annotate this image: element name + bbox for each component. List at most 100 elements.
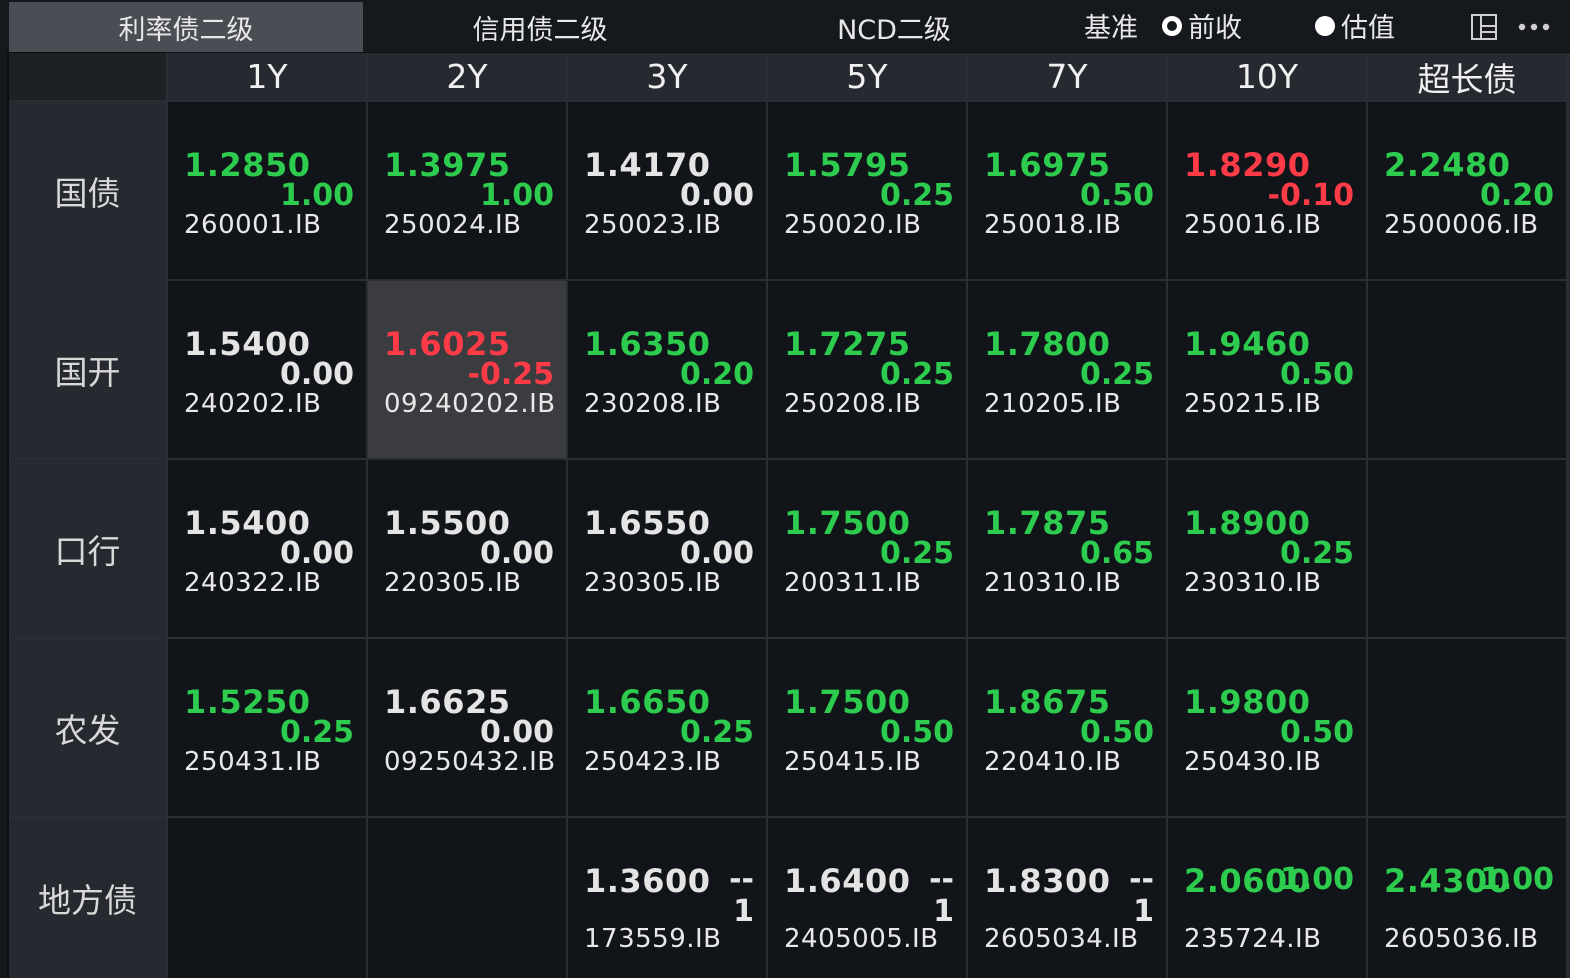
bond-code: 260001.IB — [184, 210, 322, 240]
bond-quote-cell[interactable]: 1.7275 0.25 250208.IB — [768, 281, 966, 458]
change-value: -0.10 — [1267, 178, 1354, 213]
tab-credit-bond-secondary[interactable]: 信用债二级 — [472, 14, 608, 46]
yield-value: 1.4170 — [584, 146, 711, 184]
bond-quote-cell[interactable]: 1.6975 0.50 250018.IB — [968, 102, 1166, 279]
layout-icon[interactable] — [1470, 13, 1498, 45]
yield-value: 1.6400 — [784, 862, 911, 900]
row-label: 农发 — [9, 639, 166, 816]
change-value: 1.00 — [479, 178, 554, 213]
bond-quote-cell[interactable]: 2.0600 1.00 235724.IB — [1168, 818, 1366, 978]
yield-value: 1.6975 — [984, 146, 1111, 184]
bond-quote-cell[interactable]: 1.5250 0.25 250431.IB — [168, 639, 366, 816]
change-value: 0.25 — [879, 357, 954, 392]
bond-quote-cell[interactable]: 1.6025 -0.25 09240202.IB — [368, 281, 566, 458]
empty-cell — [1368, 281, 1566, 458]
bond-quote-cell[interactable]: 1.6625 0.00 09250432.IB — [368, 639, 566, 816]
change-value: 0.50 — [879, 715, 954, 750]
change-value: 0.00 — [479, 536, 554, 571]
tab-rate-bond-secondary[interactable]: 利率债二级 — [9, 2, 363, 52]
bond-code: 250423.IB — [584, 747, 722, 777]
yield-value: 1.6650 — [584, 683, 711, 721]
bond-code: 240202.IB — [184, 389, 322, 419]
change-value: 0.25 — [1079, 357, 1154, 392]
change-value: 0.25 — [1279, 536, 1354, 571]
tab-ncd-secondary[interactable]: NCD二级 — [837, 14, 951, 46]
column-header: 2Y — [368, 53, 566, 100]
empty-cell — [1368, 460, 1566, 637]
row-label: 国债 — [9, 102, 166, 279]
row-label: 地方债 — [9, 818, 166, 978]
bond-quote-cell[interactable]: 1.7875 0.65 210310.IB — [968, 460, 1166, 637]
bond-quote-cell[interactable]: 1.5400 0.00 240322.IB — [168, 460, 366, 637]
more-icon[interactable] — [1517, 18, 1551, 37]
column-header: 超长债 — [1368, 53, 1566, 100]
change-value: 0.00 — [679, 536, 754, 571]
bond-quote-cell[interactable]: 1.6550 0.00 230305.IB — [568, 460, 766, 637]
change-value: 0.50 — [1079, 715, 1154, 750]
bond-quote-cell[interactable]: 1.3600 -- 1 173559.IB — [568, 818, 766, 978]
yield-value: 1.7800 — [984, 325, 1111, 363]
bond-quote-cell[interactable]: 1.6400 -- 1 2405005.IB — [768, 818, 966, 978]
bond-code: 235724.IB — [1184, 924, 1322, 954]
change-value: -- 1 — [729, 862, 754, 929]
bond-quote-cell[interactable]: 1.8290 -0.10 250016.IB — [1168, 102, 1366, 279]
change-value: -- 1 — [929, 862, 954, 929]
bond-code: 2605036.IB — [1384, 924, 1539, 954]
change-value: 0.20 — [1479, 178, 1554, 213]
yield-value: 1.7875 — [984, 504, 1111, 542]
change-value: -- 1 — [1129, 862, 1154, 929]
empty-cell — [168, 818, 366, 978]
bond-quote-cell[interactable]: 1.5500 0.00 220305.IB — [368, 460, 566, 637]
bond-quote-cell[interactable]: 1.4170 0.00 250023.IB — [568, 102, 766, 279]
change-value: -0.25 — [467, 357, 554, 392]
bond-code: 250018.IB — [984, 210, 1122, 240]
bond-quote-cell[interactable]: 1.5400 0.00 240202.IB — [168, 281, 366, 458]
bond-quote-cell[interactable]: 1.5795 0.25 250020.IB — [768, 102, 966, 279]
yield-value: 2.4300 — [1384, 862, 1511, 900]
radio-valuation[interactable]: 估值 — [1315, 6, 1395, 45]
change-value: 0.25 — [879, 178, 954, 213]
yield-value: 1.3600 — [584, 862, 711, 900]
yield-value: 1.5795 — [784, 146, 911, 184]
bond-code: 250208.IB — [784, 389, 922, 419]
change-value: 1.00 — [279, 178, 354, 213]
bond-quote-cell[interactable]: 2.2480 0.20 2500006.IB — [1368, 102, 1566, 279]
bond-quote-cell[interactable]: 1.8300 -- 1 2605034.IB — [968, 818, 1166, 978]
bond-quote-cell[interactable]: 1.7500 0.50 250415.IB — [768, 639, 966, 816]
bond-quote-cell[interactable]: 2.4300 1.00 2605036.IB — [1368, 818, 1566, 978]
bond-code: 250415.IB — [784, 747, 922, 777]
bond-quote-cell[interactable]: 1.8675 0.50 220410.IB — [968, 639, 1166, 816]
change-value: 0.00 — [279, 357, 354, 392]
bond-code: 210205.IB — [984, 389, 1122, 419]
yield-value: 1.6550 — [584, 504, 711, 542]
bond-quote-cell[interactable]: 1.2850 1.00 260001.IB — [168, 102, 366, 279]
row-label: 口行 — [9, 460, 166, 637]
change-value: 1.00 — [1279, 862, 1354, 897]
change-value: 0.20 — [679, 357, 754, 392]
bond-quote-cell[interactable]: 1.6350 0.20 230208.IB — [568, 281, 766, 458]
change-value: 0.50 — [1279, 715, 1354, 750]
change-value: 0.50 — [1079, 178, 1154, 213]
bond-quote-cell[interactable]: 1.8900 0.25 230310.IB — [1168, 460, 1366, 637]
bond-code: 220410.IB — [984, 747, 1122, 777]
change-value: 0.00 — [479, 715, 554, 750]
radio-checked-icon — [1162, 15, 1182, 36]
bond-code: 09240202.IB — [384, 389, 556, 419]
bond-quote-cell[interactable]: 1.9800 0.50 250430.IB — [1168, 639, 1366, 816]
bond-quote-cell[interactable]: 1.9460 0.50 250215.IB — [1168, 281, 1366, 458]
left-edge — [0, 52, 7, 978]
yield-value: 1.5400 — [184, 504, 311, 542]
yield-value: 1.8290 — [1184, 146, 1311, 184]
empty-cell — [1368, 639, 1566, 816]
radio-unchecked-icon — [1315, 15, 1335, 36]
bond-code: 220305.IB — [384, 568, 522, 598]
bond-code: 230208.IB — [584, 389, 722, 419]
bond-quote-cell[interactable]: 1.3975 1.00 250024.IB — [368, 102, 566, 279]
radio-prev-close[interactable]: 前收 — [1162, 6, 1242, 45]
yield-value: 1.6625 — [384, 683, 511, 721]
bond-quote-cell[interactable]: 1.6650 0.25 250423.IB — [568, 639, 766, 816]
bond-code: 250016.IB — [1184, 210, 1322, 240]
change-value: 0.00 — [279, 536, 354, 571]
bond-quote-cell[interactable]: 1.7500 0.25 200311.IB — [768, 460, 966, 637]
bond-quote-cell[interactable]: 1.7800 0.25 210205.IB — [968, 281, 1166, 458]
